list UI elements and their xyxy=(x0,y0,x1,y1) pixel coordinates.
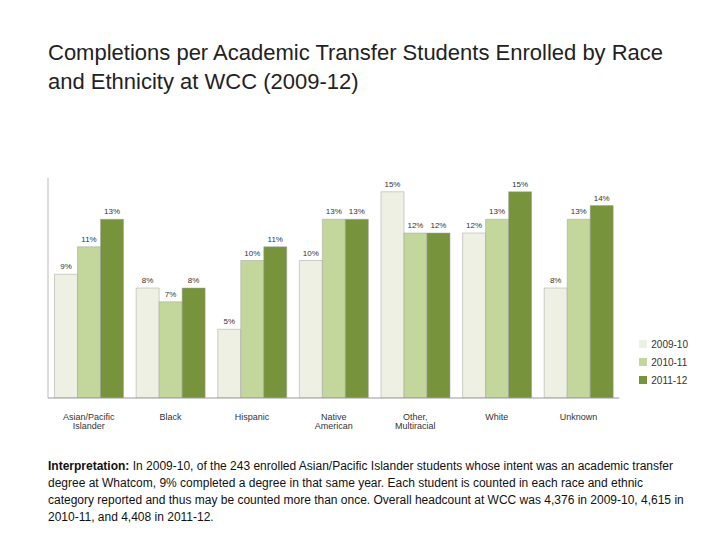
svg-text:5%: 5% xyxy=(223,317,235,326)
svg-text:7%: 7% xyxy=(165,290,177,299)
svg-text:9%: 9% xyxy=(60,262,72,271)
svg-text:15%: 15% xyxy=(384,180,400,189)
svg-text:10%: 10% xyxy=(303,249,319,258)
svg-text:15%: 15% xyxy=(512,180,528,189)
svg-text:8%: 8% xyxy=(188,276,200,285)
html-text:2010-11: 2010-11 xyxy=(651,357,688,368)
svg-text:11%: 11% xyxy=(81,235,96,244)
svg-text:Black: Black xyxy=(159,412,182,422)
svg-text:11%: 11% xyxy=(268,235,283,244)
svg-text:13%: 13% xyxy=(489,207,505,216)
svg-text:Other,Multiracial: Other,Multiracial xyxy=(395,412,436,431)
svg-text:12%: 12% xyxy=(407,221,423,230)
svg-text:Asian/PacificIslander: Asian/PacificIslander xyxy=(63,412,115,431)
svg-text:12%: 12% xyxy=(466,221,482,230)
svg-text:13%: 13% xyxy=(571,207,587,216)
svg-text:8%: 8% xyxy=(142,276,154,285)
svg-text:14%: 14% xyxy=(594,194,610,203)
svg-text:NativeAmerican: NativeAmerican xyxy=(315,412,353,431)
svg-text:13%: 13% xyxy=(326,207,342,216)
svg-text:13%: 13% xyxy=(349,207,365,216)
svg-text:10%: 10% xyxy=(244,249,260,258)
svg-text:13%: 13% xyxy=(104,207,120,216)
svg-text:Hispanic: Hispanic xyxy=(235,412,270,422)
html-text:2011-12: 2011-12 xyxy=(651,375,688,386)
html-text:2009-10: 2009-10 xyxy=(651,339,688,350)
svg-text:12%: 12% xyxy=(430,221,446,230)
svg-text:8%: 8% xyxy=(550,276,562,285)
svg-text:Unknown: Unknown xyxy=(560,412,598,422)
html-text:Interpretation: In 2009-10, of: Interpretation: In 2009-10, of the 243 e… xyxy=(48,459,684,524)
html-text:Completions per Academic Trans: Completions per Academic Transfer Studen… xyxy=(48,40,664,94)
svg-text:White: White xyxy=(485,412,508,422)
